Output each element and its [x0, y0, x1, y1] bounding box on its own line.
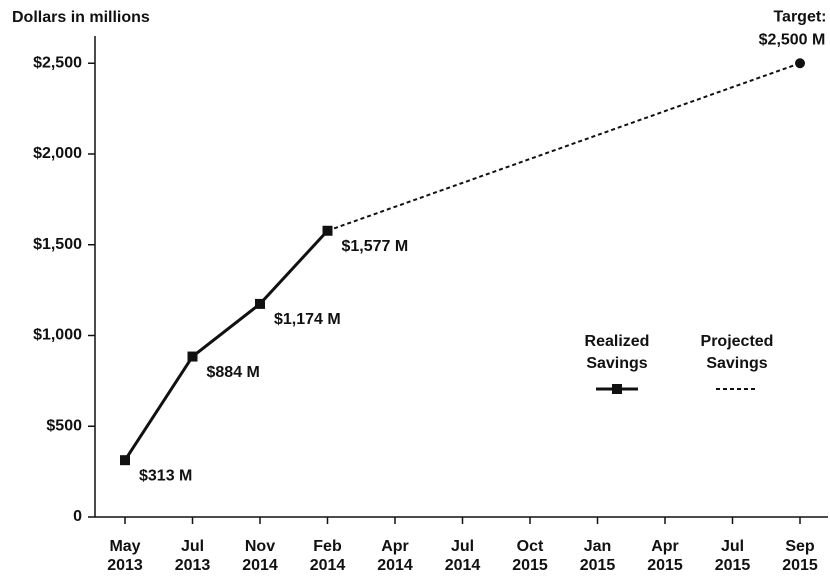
x-tick-label: Apr 2014: [377, 538, 413, 574]
marker: [187, 351, 198, 362]
y-tick-label: $500: [46, 417, 82, 434]
data-label: $313 M: [139, 467, 192, 484]
data-label: $884 M: [207, 364, 260, 381]
annotation: Target:: [773, 8, 826, 25]
y-tick-label: 0: [73, 508, 82, 525]
y-tick-label: $1,500: [33, 236, 82, 253]
y-tick-label: $2,500: [33, 54, 82, 71]
y-tick-label: $1,000: [33, 327, 82, 344]
data-label: $1,577 M: [342, 238, 409, 255]
legend-marker: [612, 384, 622, 394]
legend-label: Realized Savings: [585, 333, 650, 372]
x-tick-label: Jul 2013: [175, 538, 211, 574]
x-tick-label: Apr 2015: [647, 538, 683, 574]
x-tick-label: Feb 2014: [310, 538, 346, 574]
x-tick-label: Oct 2015: [512, 538, 548, 574]
data-label: $1,174 M: [274, 311, 341, 328]
x-tick-label: Jan 2015: [580, 538, 616, 574]
y-tick-label: $2,000: [33, 145, 82, 162]
x-tick-label: Jul 2015: [715, 538, 751, 574]
data-label: $2,500 M: [759, 31, 826, 48]
series-line: [123, 229, 329, 462]
series-line: [327, 62, 801, 232]
x-tick-label: May 2013: [107, 538, 143, 574]
marker: [120, 455, 130, 466]
x-tick-label: Jul 2014: [445, 538, 481, 574]
marker: [795, 58, 805, 69]
x-tick-label: Nov 2014: [242, 538, 278, 574]
legend-label: Projected Savings: [701, 333, 774, 372]
x-tick-label: Sep 2015: [782, 538, 818, 574]
marker: [255, 298, 265, 309]
y-axis-label: Dollars in millions: [12, 9, 150, 26]
